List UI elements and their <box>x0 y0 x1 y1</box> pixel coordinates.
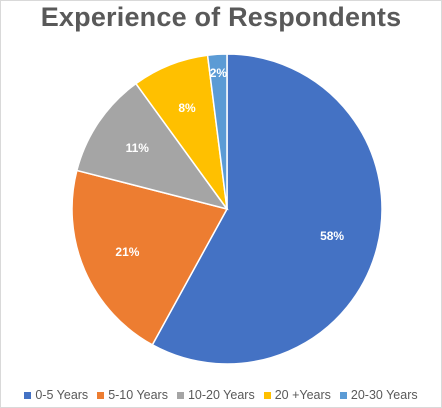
legend-label: 5-10 Years <box>108 388 168 402</box>
legend-item: 20-30 Years <box>339 388 418 402</box>
chart-title: Experience of Respondents <box>40 2 402 32</box>
legend-item: 10-20 Years <box>176 388 255 402</box>
pie-slice <box>206 53 228 210</box>
legend-label: 0-5 Years <box>35 388 89 402</box>
legend-swatch <box>339 391 347 399</box>
chart-legend: 0-5 Years 5-10 Years 10-20 Years 20 +Yea… <box>0 388 442 402</box>
legend-item: 0-5 Years <box>24 388 88 402</box>
legend-item: 20 +Years <box>263 388 331 402</box>
data-label: 8% <box>178 101 196 115</box>
legend-swatch <box>176 391 184 399</box>
pie-slice <box>71 169 229 346</box>
legend-swatch <box>24 391 32 399</box>
legend-label: 10-20 Years <box>187 388 255 402</box>
data-label: 2% <box>210 66 228 80</box>
legend-swatch <box>263 391 271 399</box>
legend-swatch <box>97 391 105 399</box>
pie-slice <box>151 53 383 365</box>
data-label: 11% <box>126 141 150 155</box>
data-label: 21% <box>115 245 139 259</box>
legend-item: 5-10 Years <box>97 388 168 402</box>
legend-label: 20 +Years <box>274 388 331 402</box>
legend-label: 20-30 Years <box>350 388 418 402</box>
pie-slice <box>75 82 229 211</box>
data-label: 58% <box>320 229 344 243</box>
